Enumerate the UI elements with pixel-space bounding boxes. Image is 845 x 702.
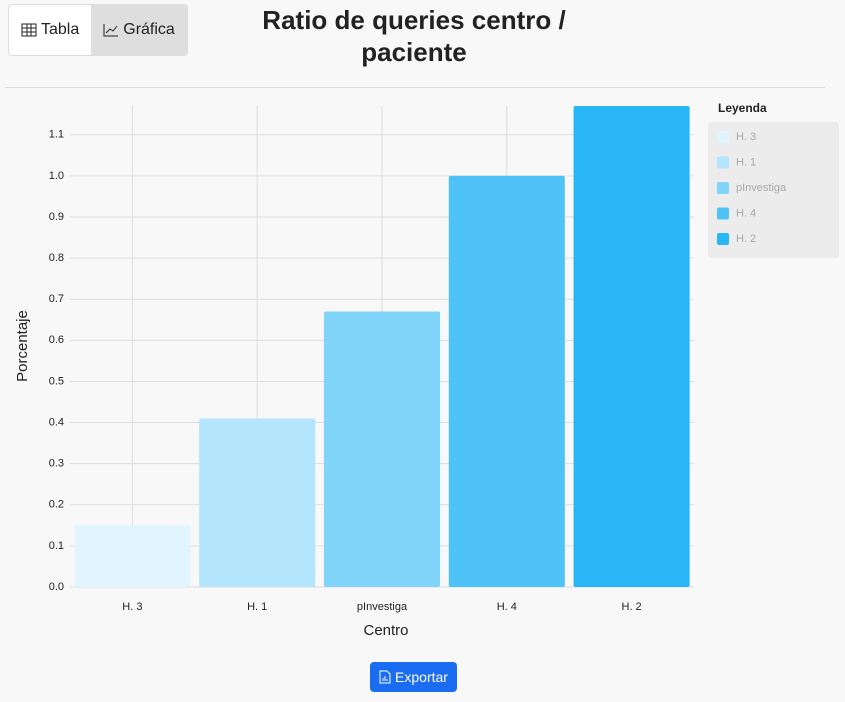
y-tick-label: 0.5	[49, 375, 64, 387]
y-tick-label: 0.1	[49, 540, 64, 552]
legend-swatch	[717, 207, 729, 220]
chart-icon	[103, 24, 119, 37]
legend-label: H. 1	[736, 156, 756, 168]
x-tick-label: H. 1	[247, 601, 267, 613]
y-tick-label: 0.6	[49, 334, 64, 346]
x-tick-label: H. 4	[497, 601, 517, 613]
y-tick-label: 0.4	[49, 416, 64, 428]
legend-label: H. 2	[736, 233, 756, 245]
y-tick-label: 0.7	[49, 293, 64, 305]
y-tick-label: 0.2	[49, 499, 64, 511]
legend-swatch	[717, 233, 729, 245]
legend-swatch	[717, 131, 729, 143]
legend-title: Leyenda	[718, 101, 767, 115]
y-tick-label: 1.0	[49, 170, 64, 182]
legend-label: pInvestiga	[736, 182, 787, 194]
x-axis-label: Centro	[363, 622, 408, 639]
table-icon	[21, 23, 37, 37]
legend-label: H. 4	[736, 207, 756, 219]
bar	[573, 106, 690, 587]
export-icon	[379, 670, 391, 684]
bar	[323, 311, 441, 587]
x-tick-label: H. 2	[622, 601, 642, 613]
legend-swatch	[717, 156, 729, 169]
bar	[448, 175, 565, 587]
y-tick-label: 0.8	[49, 252, 64, 264]
table-label: Tabla	[41, 21, 80, 38]
view-toggle: Tabla Gráfica	[8, 4, 188, 56]
y-tick-label: 0.9	[49, 211, 64, 223]
legend-label: H. 3	[736, 131, 756, 143]
y-tick-label: 0.3	[49, 458, 64, 470]
chart-title: Ratio de queries centro / paciente	[262, 5, 566, 67]
export-label: Exportar	[395, 669, 448, 685]
x-tick-label: pInvestiga	[357, 601, 408, 613]
export-button[interactable]: Exportar	[370, 662, 457, 692]
y-tick-label: 1.1	[49, 129, 64, 141]
chart-label: Gráfica	[123, 21, 175, 38]
legend-box	[708, 122, 839, 258]
legend-swatch	[717, 182, 729, 194]
y-axis-label: Porcentaje	[14, 310, 31, 382]
table-button[interactable]: Tabla	[9, 5, 91, 55]
x-tick-label: H. 3	[122, 601, 142, 613]
separator	[5, 87, 825, 88]
chart-button[interactable]: Gráfica	[91, 5, 187, 55]
bar	[74, 525, 191, 587]
chart: Leyenda Centro Porcentaje 0.0 0.1 0.2 0.3 0.…	[14, 101, 839, 639]
bar	[199, 418, 316, 587]
y-tick-label: 0.0	[49, 581, 64, 593]
